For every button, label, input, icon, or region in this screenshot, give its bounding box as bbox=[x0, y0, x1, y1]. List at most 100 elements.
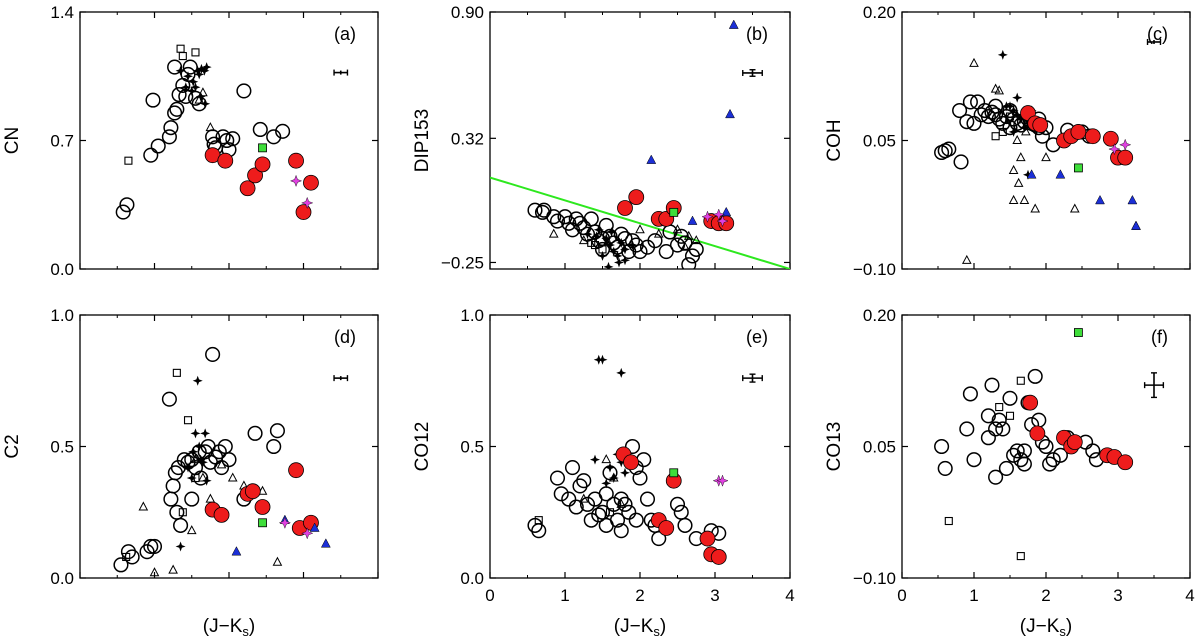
y-tick-label: 0.90 bbox=[451, 3, 484, 22]
magenta-star-point bbox=[278, 516, 291, 529]
star-point bbox=[597, 250, 608, 261]
red-circle-point bbox=[628, 189, 645, 206]
open-square-point bbox=[178, 508, 187, 517]
open-circle-point bbox=[1038, 438, 1054, 455]
x-tick-label: 2 bbox=[635, 586, 644, 605]
open-circle-point bbox=[161, 391, 177, 407]
red-circle-point bbox=[247, 167, 263, 184]
y-tick-label: 0.20 bbox=[863, 3, 896, 22]
x-tick-label: 1 bbox=[560, 586, 569, 605]
open-triangle-point bbox=[272, 556, 283, 566]
star-point bbox=[614, 257, 624, 268]
blue-triangle-point bbox=[721, 206, 732, 217]
open-triangle-point bbox=[1015, 152, 1026, 162]
open-circle-point bbox=[962, 386, 978, 402]
data-marks bbox=[934, 328, 1134, 561]
panel-b: −0.25 0.32 0.90 DIP153 (b) bbox=[412, 3, 791, 272]
open-circle-point bbox=[1006, 447, 1022, 463]
open-circle-point bbox=[269, 423, 285, 439]
open-square-point bbox=[944, 516, 953, 526]
x-axis-label-main: (J−K bbox=[203, 616, 243, 637]
red-circle-point bbox=[254, 156, 271, 173]
open-circle-point bbox=[681, 257, 697, 269]
open-circle-point bbox=[173, 517, 189, 533]
y-axis-label: CO12 bbox=[412, 422, 433, 472]
open-circle-point bbox=[171, 87, 187, 103]
green-square-point bbox=[258, 518, 267, 528]
open-circle-point bbox=[167, 59, 183, 75]
panel-d: 0.0 0.5 1.0 C2 (d) bbox=[2, 306, 379, 588]
open-triangle-point bbox=[216, 459, 227, 469]
x-axis-label-main: (J−K bbox=[614, 616, 654, 637]
star-point bbox=[186, 473, 197, 484]
open-circle-point bbox=[182, 59, 198, 75]
panel-letter: (d) bbox=[334, 327, 356, 347]
blue-triangle-point bbox=[687, 215, 698, 225]
open-square-point bbox=[1005, 112, 1015, 121]
open-circle-point bbox=[1016, 456, 1032, 472]
open-triangle-point bbox=[138, 501, 149, 511]
open-triangle-point bbox=[578, 493, 589, 503]
star-point bbox=[188, 446, 199, 457]
open-circle-point bbox=[150, 138, 166, 154]
red-circle-point bbox=[1066, 434, 1083, 451]
panel-frame bbox=[901, 314, 1191, 579]
open-square-point bbox=[176, 44, 185, 53]
open-circle-point bbox=[165, 478, 181, 494]
open-circle-point bbox=[647, 233, 663, 249]
red-circle-point bbox=[1117, 149, 1134, 166]
star-point bbox=[195, 454, 206, 465]
open-triangle-point bbox=[548, 228, 559, 238]
star-point bbox=[183, 71, 194, 82]
x-axis-label-subscript: s bbox=[653, 624, 660, 639]
panel-letter: (f) bbox=[1151, 327, 1168, 347]
open-triangle-point bbox=[691, 235, 702, 245]
x-axis-labels: (J−Ks) (J−Ks) (J−Ks) bbox=[203, 616, 1072, 639]
open-circle-point bbox=[1042, 456, 1058, 472]
star-point bbox=[616, 367, 627, 378]
open-circle-point bbox=[959, 114, 975, 130]
blue-triangle-point bbox=[320, 538, 331, 548]
x-axis-label-subscript: s bbox=[242, 624, 249, 639]
open-circle-point bbox=[1002, 390, 1018, 406]
red-circle-point bbox=[1102, 130, 1119, 147]
open-circle-point bbox=[673, 504, 689, 520]
open-square-point bbox=[172, 368, 181, 377]
star-point bbox=[608, 246, 619, 257]
red-circle-point bbox=[1070, 124, 1087, 140]
open-circle-point bbox=[658, 244, 674, 260]
blue-triangle-point bbox=[1131, 220, 1141, 230]
open-circle-point bbox=[176, 452, 192, 468]
open-circle-point bbox=[1016, 443, 1032, 459]
open-circle-point bbox=[1052, 447, 1068, 463]
error-bar bbox=[742, 69, 763, 77]
open-circle-point bbox=[583, 211, 599, 227]
star-point bbox=[200, 428, 211, 439]
open-circle-point bbox=[119, 197, 135, 213]
error-bar bbox=[333, 69, 349, 76]
open-circle-point bbox=[1085, 443, 1101, 459]
open-triangle-point bbox=[1008, 194, 1019, 204]
open-circle-point bbox=[576, 473, 592, 489]
open-circle-point bbox=[583, 512, 599, 528]
open-circle-point bbox=[980, 108, 996, 125]
open-triangle-point bbox=[1019, 194, 1030, 204]
open-triangle-point bbox=[227, 472, 238, 482]
red-circle-point bbox=[1022, 394, 1039, 411]
green-square-point bbox=[669, 468, 679, 478]
open-triangle-point bbox=[190, 454, 201, 464]
open-circle-point bbox=[124, 549, 140, 565]
open-circle-point bbox=[252, 121, 268, 138]
open-square-point bbox=[1005, 411, 1015, 420]
error-bar bbox=[742, 373, 763, 383]
star-point bbox=[194, 69, 205, 80]
panel-a: 0.0 0.7 1.4 CN (a) bbox=[2, 3, 379, 279]
open-circle-point bbox=[219, 132, 235, 149]
panel-e: 0 1 2 3 4 0.0 0.5 1.0 CO12 (e) bbox=[412, 306, 795, 605]
open-triangle-point bbox=[1030, 203, 1041, 213]
open-triangle-point bbox=[1021, 126, 1031, 136]
y-tick-label: 1.0 bbox=[50, 306, 74, 325]
star-point bbox=[200, 98, 211, 109]
open-triangle-point bbox=[1069, 203, 1080, 213]
star-point bbox=[591, 231, 602, 242]
